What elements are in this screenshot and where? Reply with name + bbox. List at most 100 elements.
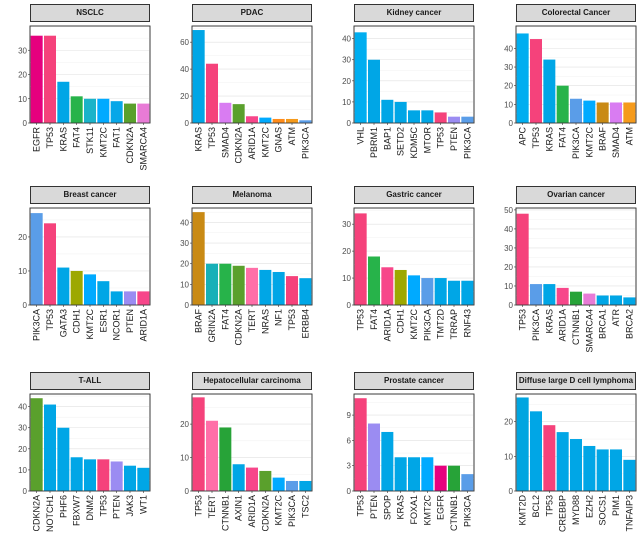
y-tick-label: 10 [342,98,351,107]
y-tick-label: 20 [342,247,351,256]
bar-fat4 [70,96,83,123]
bar-tp53 [44,35,56,124]
bar-pten [368,423,380,491]
bar-dnm2 [84,459,96,491]
facet-title: Colorectal Cancer [516,4,636,22]
bar-pik3ca [30,213,43,305]
x-tick-label: TP53 [356,309,366,331]
x-tick-label: BAP1 [382,127,392,150]
x-tick-label: TP53 [287,309,297,331]
x-tick-label: FAT4 [369,309,379,330]
x-tick-label: ESR1 [98,309,108,333]
bar-pbrm1 [368,59,380,123]
plot-border [515,25,637,124]
y-tick-label: 0 [509,487,514,496]
x-tick-label: SMARCA4 [584,309,594,353]
facet-title: NSCLC [30,4,150,22]
y-tick-label: 0 [347,487,352,496]
y-tick-label: 20 [180,260,189,269]
x-tick-label: CTNNB1 [220,495,230,531]
x-tick-label: EZH2 [584,495,594,518]
bar-rnf43 [461,280,474,305]
bar-pik3ca [461,116,474,123]
facet-panel: Ovarian cancer 0 10 20 30 40 50 TP53 PIK3CA KRAS A… [494,186,637,366]
y-tick-label: 20 [18,445,27,454]
bar-crebbp [556,432,569,491]
bar-arid1a [556,287,569,305]
facet-title: Gastric cancer [354,186,474,204]
bar-fat4 [368,256,380,305]
x-tick-label: FOXA1 [409,495,419,525]
y-tick-label: 40 [504,225,513,234]
bar-bcl2 [530,411,542,491]
bar-kras [543,284,556,305]
x-tick-label: PTEN [369,495,379,519]
bar-kras [394,457,407,491]
facet-panel: T-ALL 0 10 20 30 40 CDKN2A NOTCH1 PHF6 FBXW7 DNM2 T… [8,372,151,552]
x-tick-label: FBXW7 [72,495,82,526]
x-tick-label: KMT2C [85,309,95,340]
y-tick-label: 0 [23,119,28,128]
y-tick-label: 0 [185,487,190,496]
x-tick-label: TP53 [45,309,55,331]
x-tick-label: FAT4 [220,309,230,330]
x-tick-label: TP53 [436,127,446,149]
y-tick-label: 30 [18,424,27,433]
bar-tp53 [354,213,367,305]
bar-jak3 [124,465,136,491]
bar-kras [57,81,70,123]
facet-panel: Colorectal Cancer 0 10 20 30 40 APC TP53 KRAS FAT… [494,4,637,184]
bar-chart: 0 10 20 PIK3CA TP53 GATA3 CDH1 KMT2C ESR1 NCOR1 PT… [18,207,151,342]
x-tick-label: KRAS [544,309,554,334]
bar-smad4 [610,102,622,123]
x-tick-label: KRAS [396,495,406,520]
bar-smarca4 [583,293,596,305]
bar-atm [623,102,636,123]
bar-ezh2 [583,445,596,491]
facet-panel: Gastric cancer 0 10 20 30 TP53 FAT4 ARID1A CDH1 K… [332,186,475,366]
x-tick-label: NRAS [260,309,270,334]
y-tick-label: 10 [18,466,27,475]
bar-kras [543,59,556,123]
y-tick-label: 0 [185,119,190,128]
bar-arid1a [246,467,258,491]
bar-kmt2c [84,274,96,305]
facet-panel: Melanoma 0 10 20 30 40 BRAF GRIN2A FAT4 CDKN2A TER… [170,186,313,366]
x-tick-label: TERT [207,495,217,519]
x-tick-label: CDKN2A [125,127,135,164]
x-tick-label: ATM [624,127,634,145]
x-tick-label: ATM [287,127,297,145]
y-tick-label: 10 [342,274,351,283]
x-tick-label: KMT2C [274,495,284,526]
bar-setd2 [394,101,407,123]
bar-kmt2c [259,117,272,123]
x-tick-label: PIK3CA [462,495,472,527]
y-tick-label: 0 [23,487,28,496]
bar-tp53 [543,425,556,491]
plot-border [353,207,475,306]
x-tick-label: SETD2 [396,127,406,156]
y-tick-label: 0 [347,301,352,310]
x-tick-label: KRAS [194,127,204,152]
bar-kdm5c [408,110,420,123]
x-tick-label: KRAS [58,127,68,152]
x-tick-label: TP53 [356,495,366,517]
x-tick-label: BRCA1 [598,309,608,339]
bar-brca2 [623,297,636,305]
x-tick-label: PBRM1 [369,127,379,158]
x-tick-label: PTEN [449,127,459,151]
y-tick-label: 30 [504,63,513,72]
facet-title: Kidney cancer [354,4,474,22]
x-tick-label: CREBBP [558,495,568,532]
x-tick-label: TERT [247,309,257,333]
facet-panel: PDAC 0 20 40 60 KRAS TP53 SMAD4 CDKN2A ARID1A KMT2… [170,4,313,184]
x-tick-label: TMT2D [436,309,446,339]
x-tick-label: ARID1A [138,309,148,342]
bar-pim1 [610,449,622,491]
facet-panel: Breast cancer 0 10 20 PIK3CA TP53 GATA3 CDH1 KMT… [8,186,151,366]
x-tick-label: KMT2C [409,309,419,340]
bar-fat1 [110,101,123,123]
x-tick-label: TRRAP [449,309,459,340]
y-tick-label: 20 [342,77,351,86]
facet-title: Prostate cancer [354,372,474,390]
